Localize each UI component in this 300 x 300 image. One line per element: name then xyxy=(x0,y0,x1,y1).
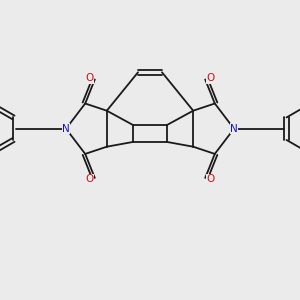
Text: O: O xyxy=(206,174,215,184)
Text: N: N xyxy=(62,124,70,134)
Text: O: O xyxy=(85,174,94,184)
Text: O: O xyxy=(206,73,215,83)
Text: N: N xyxy=(230,124,238,134)
Text: O: O xyxy=(85,73,94,83)
